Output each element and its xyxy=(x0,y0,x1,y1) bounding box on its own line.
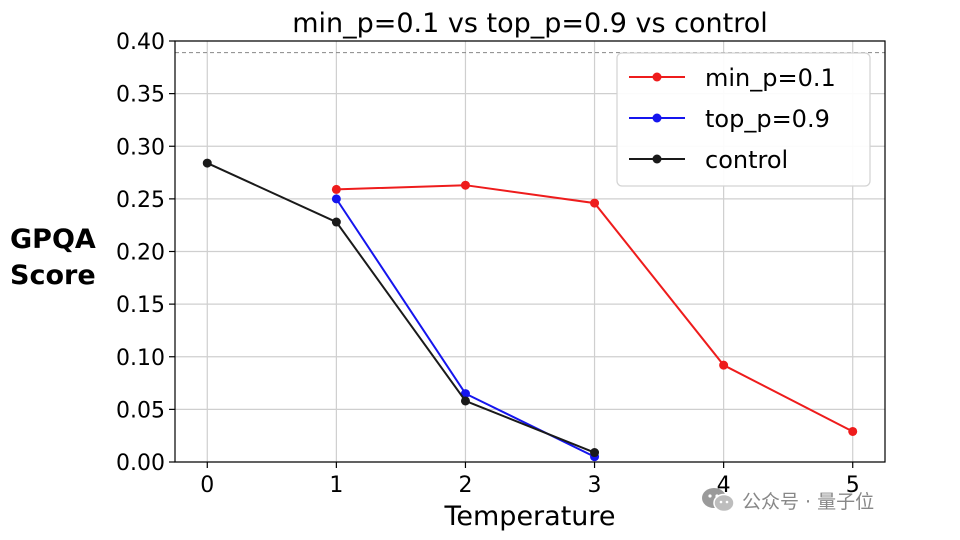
legend-box xyxy=(616,52,871,187)
legend-item-0: min_p=0.1 xyxy=(629,64,836,92)
y-tick-label-3: 0.15 xyxy=(116,293,165,318)
y-axis-label-line-1: GPQA xyxy=(10,224,96,255)
legend-item-1: top_p=0.9 xyxy=(629,105,830,133)
data-point-2-0 xyxy=(202,158,212,168)
watermark: 公众号 · 量子位 xyxy=(700,486,874,514)
x-tick-label-2: 2 xyxy=(458,473,472,498)
legend-swatch-marker-0 xyxy=(652,72,662,82)
data-point-0-3 xyxy=(719,360,729,370)
x-tick-label-1: 1 xyxy=(329,473,343,498)
legend-label-1: top_p=0.9 xyxy=(705,105,830,133)
x-axis-label: Temperature xyxy=(443,501,615,532)
y-tick-label-6: 0.30 xyxy=(116,135,165,160)
series-0 xyxy=(331,180,858,436)
chart-title: min_p=0.1 vs top_p=0.9 vs control xyxy=(292,8,768,39)
y-tick-label-5: 0.25 xyxy=(116,188,165,213)
y-axis-label-line-2: Score xyxy=(10,260,96,291)
x-tick-label-0: 0 xyxy=(200,473,214,498)
data-point-0-2 xyxy=(590,198,600,208)
y-tick-label-0: 0.00 xyxy=(116,451,165,476)
legend-label-2: control xyxy=(705,146,788,174)
series-line-2 xyxy=(206,162,595,454)
data-point-0-1 xyxy=(460,180,470,190)
y-tick-label-7: 0.35 xyxy=(116,83,165,108)
y-tick-label-8: 0.40 xyxy=(116,30,165,55)
y-tick-label-1: 0.05 xyxy=(116,398,165,423)
y-tick-label-2: 0.10 xyxy=(116,346,165,371)
x-tick-label-3: 3 xyxy=(588,473,602,498)
wechat-icon xyxy=(702,488,735,513)
x-tick-label-5: 5 xyxy=(846,473,860,498)
series-layer xyxy=(202,158,858,462)
data-point-2-1 xyxy=(331,217,341,227)
y-axis-ticks: 0.00 0.05 0.10 0.15 0.20 0.25 0.30 0.35 0.40 xyxy=(116,30,175,476)
y-axis-label: GPQA Score xyxy=(10,222,96,294)
legend-swatch-marker-2 xyxy=(652,154,662,164)
data-point-0-4 xyxy=(848,426,858,436)
data-point-2-3 xyxy=(590,448,600,458)
legend-item-2: control xyxy=(629,146,788,174)
data-point-1-0 xyxy=(331,194,341,204)
data-point-2-2 xyxy=(460,396,470,406)
series-2 xyxy=(202,158,600,458)
y-tick-label-4: 0.20 xyxy=(116,241,165,266)
legend-swatch-marker-1 xyxy=(652,113,662,123)
watermark-text: 公众号 · 量子位 xyxy=(742,490,875,513)
legend-label-0: min_p=0.1 xyxy=(705,64,836,92)
data-point-0-0 xyxy=(331,184,341,194)
data-point-1-1 xyxy=(460,389,470,399)
